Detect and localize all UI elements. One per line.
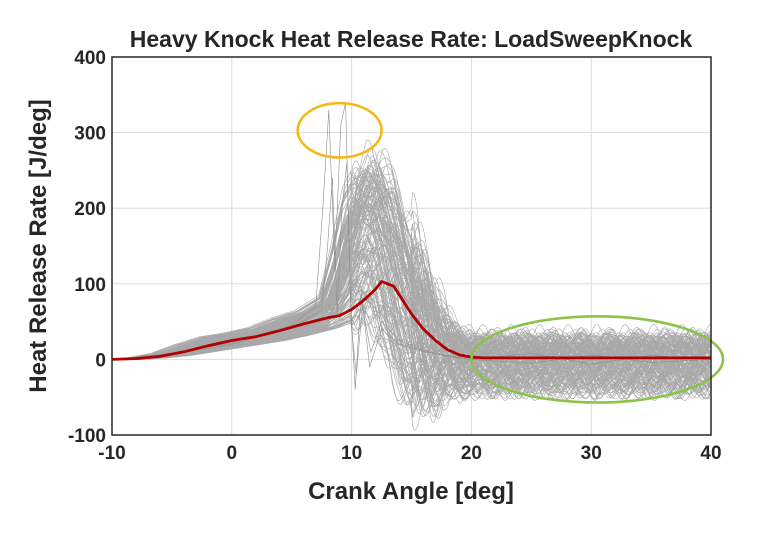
knock-cycle-trace (111, 162, 712, 375)
x-tick-label: -10 (98, 443, 125, 464)
x-tick-label: 10 (341, 443, 362, 464)
cycle-trace (111, 197, 711, 363)
x-tick-label: 30 (581, 443, 602, 464)
y-tick-label: -100 (68, 426, 106, 447)
cycle-trace (112, 165, 711, 360)
cycle-trace (111, 218, 711, 369)
y-tick-label: 0 (95, 350, 106, 371)
cycle-trace (111, 167, 711, 360)
mean-series-layer (111, 280, 711, 361)
y-tick-label: 200 (74, 199, 106, 220)
annotations (296, 101, 725, 404)
y-tick-label: 400 (74, 48, 106, 69)
cycle-trace (111, 148, 711, 360)
y-tick-labels: -100 0 100 200 300 400 (68, 48, 106, 447)
x-tick-labels: -10 0 10 20 30 40 (98, 443, 721, 464)
knock-peak-circle (296, 101, 383, 159)
x-tick-label: 40 (700, 443, 721, 464)
cycle-trace (112, 272, 711, 380)
y-tick-label: 300 (74, 124, 106, 145)
plot-frame (111, 56, 712, 436)
mean-series-line (111, 280, 711, 361)
cycle-trace (111, 212, 711, 369)
cycle-trace (112, 174, 711, 360)
x-axis-label: Crank Angle [deg] (308, 478, 514, 505)
y-axis-label: Heat Release Rate [J/deg] (25, 99, 52, 392)
chart-title: Heavy Knock Heat Release Rate: LoadSweep… (130, 26, 693, 52)
x-tick-label: 20 (461, 443, 482, 464)
cycle-traces (111, 102, 712, 431)
ringing-ellipse (470, 315, 725, 404)
x-tick-label: 0 (227, 443, 238, 464)
cycle-trace (112, 292, 711, 400)
y-tick-label: 100 (74, 275, 106, 296)
cycle-trace (112, 289, 711, 392)
